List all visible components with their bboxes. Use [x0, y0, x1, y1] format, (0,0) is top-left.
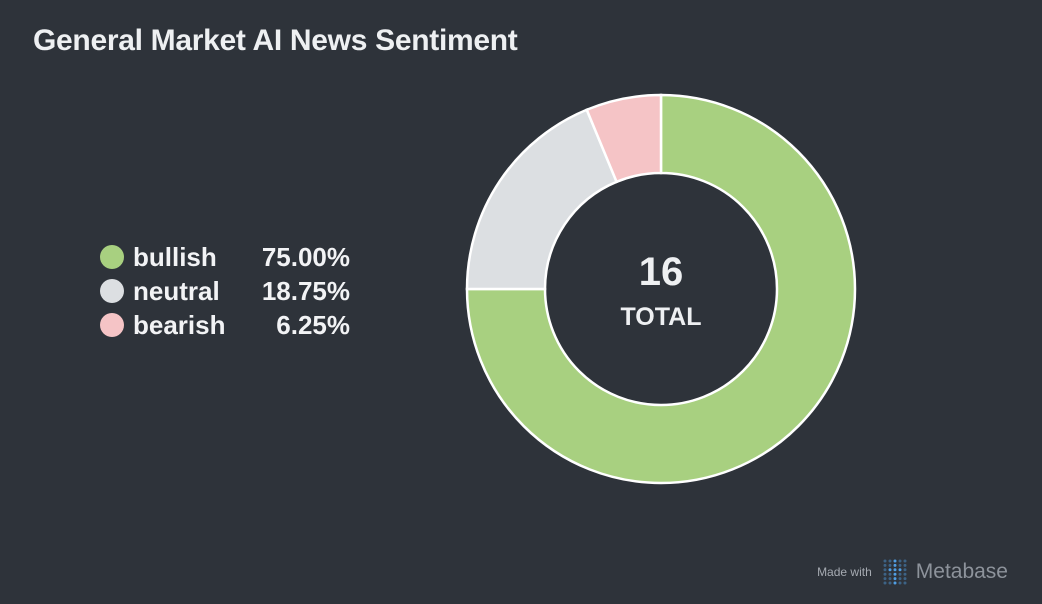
legend-label-bullish: bullish: [133, 242, 217, 272]
legend-item-bearish[interactable]: bearish 6.25%: [100, 308, 360, 342]
legend-label-neutral: neutral: [133, 276, 220, 306]
donut-chart: 16 TOTAL: [465, 93, 857, 485]
donut-slice-neutral[interactable]: [465, 108, 619, 291]
chart-legend: bullish 75.00% neutral 18.75% bearish 6.…: [100, 240, 360, 342]
legend-value-bearish: 6.25%: [276, 310, 350, 340]
legend-item-bullish[interactable]: bullish 75.00%: [100, 240, 360, 274]
legend-dot-bullish: [100, 245, 124, 269]
metabase-logo-icon: [883, 559, 907, 585]
footer-branding[interactable]: Made with Metabase: [817, 558, 1008, 586]
donut-center-total-value: 16: [639, 250, 684, 294]
page-title: General Market AI News Sentiment: [33, 24, 518, 57]
legend-value-neutral: 18.75%: [261, 276, 350, 306]
metabase-brand-label: Metabase: [915, 560, 1008, 583]
legend-dot-neutral: [100, 279, 124, 303]
made-with-label: Made with: [817, 565, 872, 579]
donut-slice-bullish[interactable]: [465, 93, 857, 485]
legend-value-bullish: 75.00%: [261, 242, 350, 272]
legend-item-neutral[interactable]: neutral 18.75%: [100, 274, 360, 308]
donut-center-total-label: TOTAL: [620, 303, 701, 331]
legend-dot-bearish: [100, 313, 124, 337]
donut-slice-bearish[interactable]: [585, 93, 663, 184]
legend-label-bearish: bearish: [133, 310, 226, 340]
